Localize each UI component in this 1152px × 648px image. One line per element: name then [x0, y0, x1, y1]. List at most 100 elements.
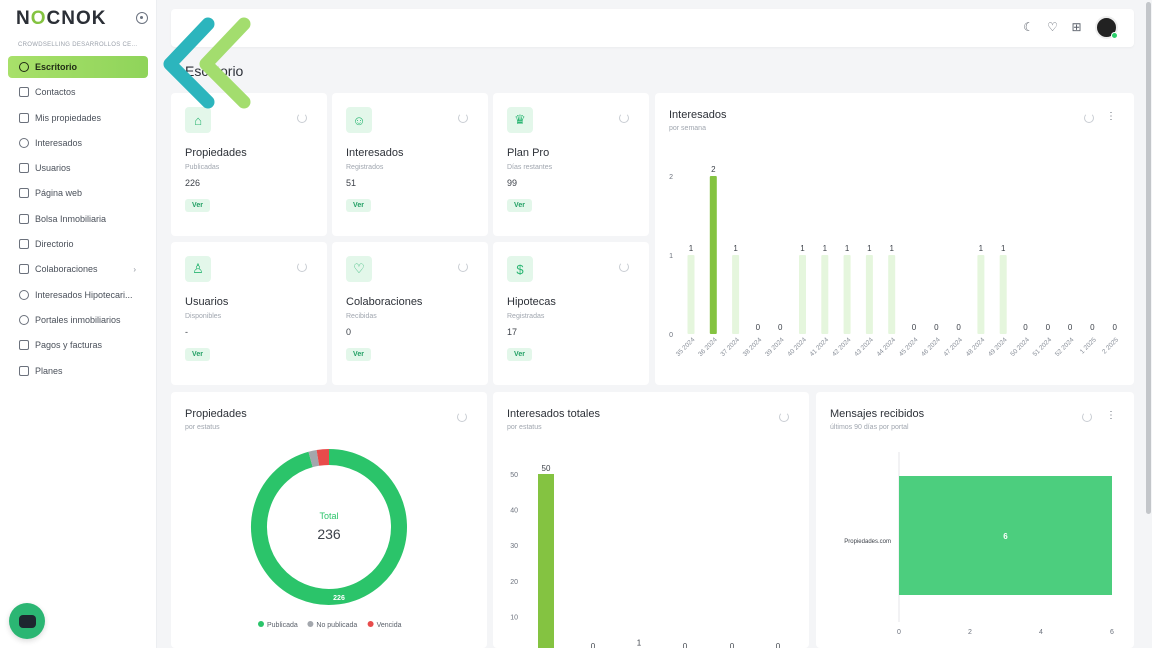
invoice-icon: [19, 340, 29, 351]
panel-subtitle: por estatus: [507, 424, 542, 431]
x-tick-label: 51 2024: [1032, 336, 1054, 358]
chevron-right-icon[interactable]: ›: [133, 264, 136, 274]
sidebar-item-mis-propiedades[interactable]: Mis propiedades: [8, 107, 148, 129]
ver-button[interactable]: Ver: [346, 199, 371, 212]
donut-center-value: 236: [317, 526, 341, 542]
y-tick-label: 20: [510, 579, 518, 586]
data-label: 2: [711, 165, 716, 174]
card-value: 226: [185, 178, 201, 188]
refresh-icon[interactable]: [457, 412, 467, 422]
bar: [865, 255, 873, 334]
more-options-icon[interactable]: ⋮: [1106, 111, 1116, 122]
data-label: 0: [1112, 323, 1117, 332]
card-value: 0: [346, 327, 352, 337]
sidebar-item-label: Mis propiedades: [35, 112, 102, 123]
more-options-icon[interactable]: ⋮: [1106, 410, 1116, 421]
data-label: 0: [1068, 323, 1073, 332]
x-tick-label: 50 2024: [1009, 336, 1031, 358]
sidebar-collapse-icon[interactable]: [136, 12, 148, 24]
refresh-icon[interactable]: [1084, 113, 1094, 123]
house-icon: [19, 213, 29, 224]
sidebar-item-colaboraciones[interactable]: Colaboraciones ›: [8, 258, 148, 280]
card-title: Usuarios: [185, 296, 229, 308]
x-tick-label: 49 2024: [987, 336, 1009, 358]
apps-grid-icon[interactable]: ⊞: [1071, 20, 1082, 34]
sidebar-item-pagos-y-facturas[interactable]: Pagos y facturas: [8, 334, 148, 356]
refresh-icon[interactable]: [779, 412, 789, 422]
data-label: 1: [889, 244, 894, 253]
x-tick-label: 43 2024: [853, 336, 875, 358]
card-subtitle: Recibidas: [346, 313, 377, 320]
bar: [999, 255, 1007, 334]
ver-button[interactable]: Ver: [185, 199, 210, 212]
refresh-icon[interactable]: [619, 262, 629, 272]
card-title: Plan Pro: [507, 147, 550, 159]
data-label: 0: [683, 642, 688, 648]
x-tick-label: 41 2024: [809, 336, 831, 358]
card-title: Interesados: [346, 147, 404, 159]
panel-title: Interesados: [669, 109, 727, 121]
legend-label: Publicada: [267, 622, 298, 629]
refresh-icon[interactable]: [458, 262, 468, 272]
sidebar-item-usuarios[interactable]: Usuarios: [8, 157, 148, 179]
card-subtitle: Registrados: [346, 164, 384, 171]
bar: [821, 255, 829, 334]
user-avatar[interactable]: [1095, 16, 1118, 39]
card-subtitle: Disponibles: [185, 313, 222, 320]
x-tick-label: 37 2024: [719, 336, 741, 358]
sidebar-item-interesados-hipotecari[interactable]: Interesados Hipotecari...: [8, 284, 148, 306]
ver-button[interactable]: Ver: [185, 348, 210, 361]
directory-icon: [19, 239, 29, 250]
sidebar-item-planes[interactable]: Planes: [8, 360, 148, 382]
favorites-heart-icon[interactable]: ♡: [1047, 20, 1058, 34]
y-tick-label: 10: [510, 614, 518, 621]
teal-chevron-icon: [163, 17, 215, 109]
sidebar-item-directorio[interactable]: Directorio: [8, 233, 148, 255]
card-subtitle: Días restantes: [507, 164, 553, 171]
nocnok-logo[interactable]: NOCNOK: [16, 8, 106, 30]
refresh-icon[interactable]: [458, 113, 468, 123]
bar: [888, 255, 896, 334]
card-title: Hipotecas: [507, 296, 556, 308]
sidebar-item-página-web[interactable]: Página web: [8, 182, 148, 204]
legend-label: Vencida: [377, 622, 402, 629]
ver-button[interactable]: Ver: [507, 199, 532, 212]
data-label: 0: [912, 323, 917, 332]
data-label: 0: [778, 323, 783, 332]
contacts-icon: [19, 87, 29, 98]
data-label: 1: [867, 244, 872, 253]
ver-button[interactable]: Ver: [507, 348, 532, 361]
sidebar-item-portales-inmobiliarios[interactable]: Portales inmobiliarios: [8, 309, 148, 331]
bar: [538, 474, 554, 648]
y-tick-label: 30: [510, 543, 518, 550]
stat-card-plan-pro: ♛ Plan Pro Días restantes 99 Ver: [493, 93, 649, 236]
handshake-icon: [19, 264, 29, 275]
smile-icon: ☺: [346, 107, 372, 133]
sidebar-item-bolsa-inmobiliaria[interactable]: Bolsa Inmobiliaria: [8, 208, 148, 230]
bar: [687, 255, 695, 334]
refresh-icon[interactable]: [297, 262, 307, 272]
bar: [799, 255, 806, 334]
ver-button[interactable]: Ver: [346, 348, 371, 361]
donut-slice: [308, 449, 320, 468]
refresh-icon[interactable]: [1082, 412, 1092, 422]
x-tick-label: 44 2024: [876, 336, 898, 358]
refresh-icon[interactable]: [619, 113, 629, 123]
x-tick-label: 2: [968, 629, 972, 636]
bar: [843, 255, 851, 334]
x-tick-label: 46 2024: [920, 336, 942, 358]
data-label: 0: [956, 323, 961, 332]
x-tick-label: 4: [1039, 629, 1043, 636]
user-icon: ♙: [185, 256, 211, 282]
dark-mode-icon[interactable]: ☾: [1023, 20, 1034, 34]
propiedades-donut-chart: Total 236 226 Publicada No publicada Vencida: [251, 449, 407, 629]
data-label: 1: [689, 244, 694, 253]
user-icon: [19, 163, 29, 174]
scrollbar-thumb[interactable]: [1146, 2, 1151, 514]
sidebar-item-interesados[interactable]: Interesados: [8, 132, 148, 154]
bar: [899, 476, 1112, 595]
sidebar-item-contactos[interactable]: Contactos: [8, 81, 148, 103]
refresh-icon[interactable]: [297, 113, 307, 123]
sidebar-item-escritorio[interactable]: Escritorio: [8, 56, 148, 78]
chat-button[interactable]: [9, 603, 45, 639]
